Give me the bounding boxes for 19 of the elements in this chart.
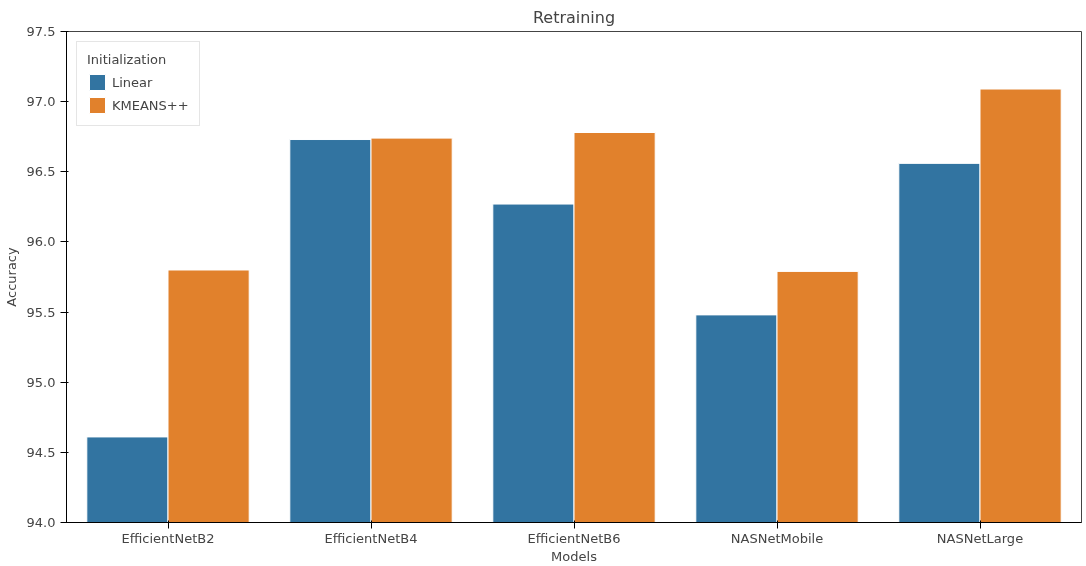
legend-title: Initialization [87,52,168,67]
y-tick-label: 96.5 [26,164,56,180]
x-tick-label: EfficientNetB2 [121,530,215,546]
chart-title: Retraining [532,7,616,27]
y-tick-label: 95.0 [26,374,56,390]
y-tick-label: 97.0 [26,94,56,110]
legend-label: KMEANS++ [112,97,189,113]
x-tick-label: NASNetMobile [730,530,824,546]
x-tick-label: NASNetLarge [936,530,1024,546]
x-tick-label: EfficientNetB4 [324,530,418,546]
y-tick-label: 94.0 [26,515,56,530]
x-axis-title: Models [551,548,598,564]
y-axis-title: Accuracy [3,247,19,307]
y-tick-label: 97.5 [26,24,56,39]
y-tick-label: 96.0 [26,234,56,250]
y-tick-label: 95.5 [26,304,56,320]
legend-label: Linear [112,74,153,90]
x-tick-label: EfficientNetB6 [527,530,621,546]
y-tick-label: 94.5 [26,444,56,460]
